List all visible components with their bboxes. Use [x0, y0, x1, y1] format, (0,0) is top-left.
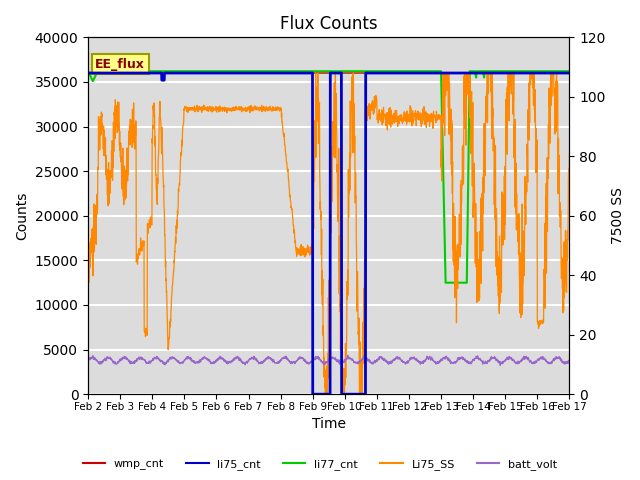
- Title: Flux Counts: Flux Counts: [280, 15, 378, 33]
- Y-axis label: Counts: Counts: [15, 192, 29, 240]
- X-axis label: Time: Time: [312, 418, 346, 432]
- Legend: wmp_cnt, li75_cnt, li77_cnt, Li75_SS, batt_volt: wmp_cnt, li75_cnt, li77_cnt, Li75_SS, ba…: [78, 455, 562, 474]
- Y-axis label: 7500 SS: 7500 SS: [611, 187, 625, 244]
- Text: EE_flux: EE_flux: [95, 58, 145, 71]
